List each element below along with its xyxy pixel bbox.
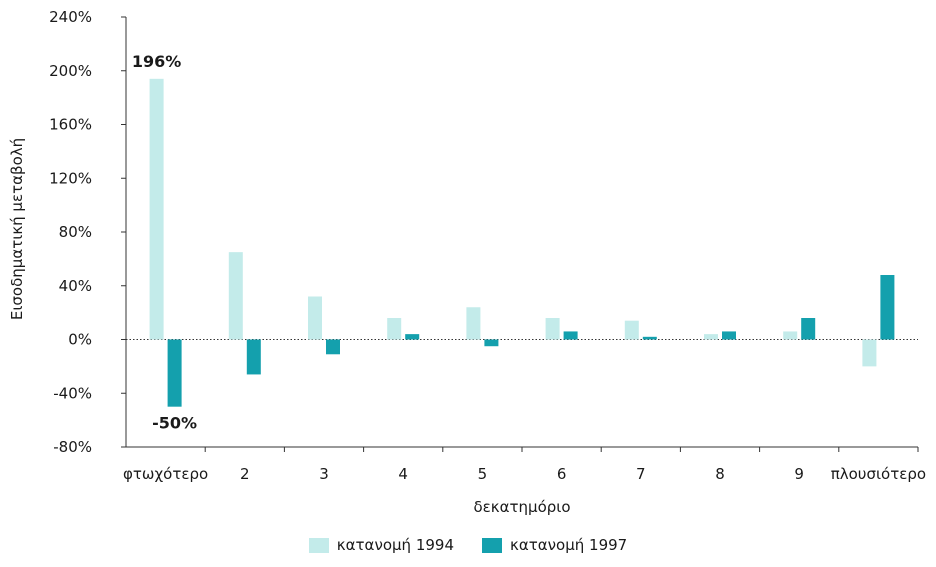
bar-1997	[405, 334, 420, 340]
x-tick-label: 4	[398, 465, 408, 483]
legend: κατανομή 1994 κατανομή 1997	[0, 536, 936, 554]
x-tick-label: 3	[319, 465, 329, 483]
legend-item-1997: κατανομή 1997	[482, 536, 627, 554]
x-tick-label: 6	[557, 465, 567, 483]
y-tick-label: 40%	[59, 277, 92, 295]
x-tick-label: φτωχότερο	[123, 465, 208, 483]
y-tick-label: 80%	[59, 223, 92, 241]
bar-1994	[466, 307, 481, 340]
axes	[121, 16, 919, 452]
bar-1997	[880, 275, 895, 340]
y-tick-label: -40%	[53, 384, 92, 402]
y-tick-label: -80%	[53, 438, 92, 456]
data-label: 196%	[132, 52, 181, 71]
bar-1994	[783, 331, 798, 340]
bar-1994	[228, 252, 243, 340]
x-tick-label: 9	[794, 465, 804, 483]
bar-1997	[246, 339, 261, 375]
y-tick-label: 240%	[49, 8, 92, 26]
y-tick-label: 120%	[49, 169, 92, 187]
bar-1994	[704, 334, 718, 340]
legend-swatch-1997	[482, 537, 502, 553]
bar-1997	[484, 339, 499, 347]
data-label: -50%	[152, 414, 197, 433]
bar-1994	[149, 78, 164, 340]
bar-1997	[722, 331, 736, 340]
x-tick-label: 5	[478, 465, 488, 483]
labels: -80% -40% 0% 40% 80% 120% 160% 200% 240% φτωχότερ…	[49, 8, 926, 483]
y-tick-label: 0%	[68, 331, 92, 349]
bar-1994	[387, 318, 402, 340]
bar-1997	[801, 318, 816, 340]
bars	[149, 78, 895, 407]
bar-1997	[326, 339, 340, 355]
legend-label-1997: κατανομή 1997	[510, 536, 628, 554]
bar-1997	[167, 339, 182, 407]
x-tick-label: πλουσιότερο	[831, 465, 926, 483]
bar-1994	[862, 339, 877, 367]
bar-1994	[308, 296, 322, 340]
legend-label-1994: κατανομή 1994	[336, 536, 454, 554]
x-tick-label: 2	[240, 465, 250, 483]
y-tick-label: 160%	[49, 116, 92, 134]
legend-swatch-1994	[308, 537, 329, 553]
y-axis-title: Εισοδηματική μεταβολή	[8, 138, 26, 320]
x-tick-label: 8	[715, 465, 725, 483]
x-axis-title: δεκατημόριο	[473, 498, 570, 516]
x-tick-label: 7	[636, 465, 646, 483]
bar-1997	[642, 336, 657, 340]
bar-1994	[624, 320, 639, 340]
legend-item-1994: κατανομή 1994	[308, 536, 454, 554]
bar-1994	[545, 318, 560, 340]
y-tick-label: 200%	[49, 62, 92, 80]
bar-1997	[563, 331, 578, 340]
